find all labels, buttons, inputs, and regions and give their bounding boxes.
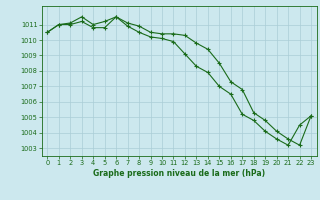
X-axis label: Graphe pression niveau de la mer (hPa): Graphe pression niveau de la mer (hPa) [93,169,265,178]
